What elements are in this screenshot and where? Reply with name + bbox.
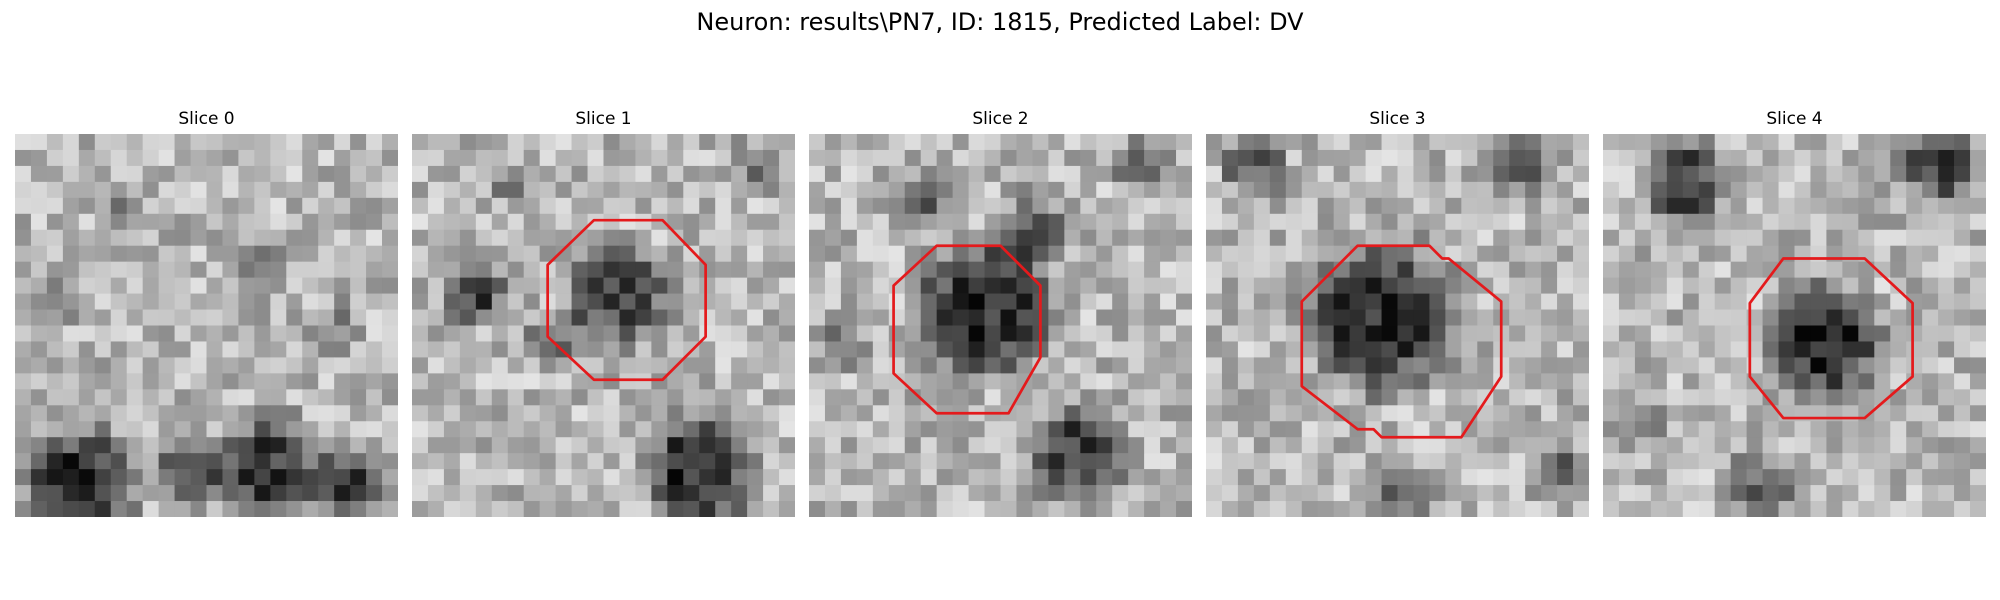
slice-image-0 xyxy=(15,134,398,517)
slice-image-2 xyxy=(809,134,1192,517)
slice-image-1 xyxy=(412,134,795,517)
slice-title: Slice 4 xyxy=(1766,109,1823,129)
slice-panel-3: Slice 3 xyxy=(1206,108,1589,517)
slice-panel-0: Slice 0 xyxy=(15,108,398,517)
segmentation-contour xyxy=(1300,244,1503,439)
figure-title: Neuron: results\PN7, ID: 1815, Predicted… xyxy=(696,8,1304,36)
segmentation-contour xyxy=(1748,257,1914,420)
slice-title: Slice 3 xyxy=(1369,109,1426,129)
slice-panel-4: Slice 4 xyxy=(1603,108,1986,517)
slice-title: Slice 1 xyxy=(575,109,632,129)
slice-panel-1: Slice 1 xyxy=(412,108,795,517)
slice-title: Slice 2 xyxy=(972,109,1029,129)
slice-title: Slice 0 xyxy=(178,109,235,129)
slice-image-4 xyxy=(1603,134,1986,517)
segmentation-contour xyxy=(892,244,1042,415)
segmentation-contour xyxy=(546,218,707,382)
slice-image-3 xyxy=(1206,134,1589,517)
slice-panel-2: Slice 2 xyxy=(809,108,1192,517)
